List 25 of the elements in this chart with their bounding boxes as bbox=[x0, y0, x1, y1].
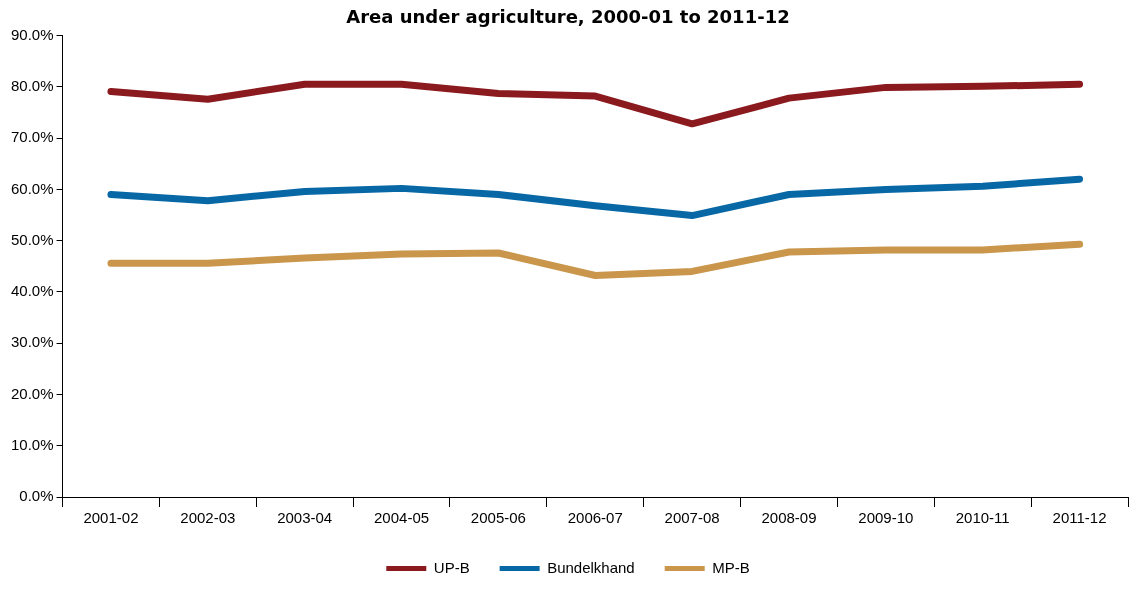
x-tick-label: 2003-04 bbox=[277, 509, 333, 527]
y-tick-label: 20.0% bbox=[10, 384, 54, 402]
legend-label: Bundelkhand bbox=[547, 558, 635, 576]
y-tick-label: 30.0% bbox=[10, 333, 54, 351]
legend-label: MP-B bbox=[712, 558, 750, 576]
y-tick-label: 40.0% bbox=[10, 282, 54, 300]
x-tick-label: 2007-08 bbox=[664, 509, 720, 527]
x-tick-label: 2010-11 bbox=[955, 509, 1010, 527]
x-tick-label: 2006-07 bbox=[567, 509, 623, 527]
x-tick-label: 2001-02 bbox=[83, 509, 139, 527]
y-tick-label: 90.0% bbox=[10, 25, 54, 43]
x-tick-label: 2005-06 bbox=[470, 509, 526, 527]
x-tick-label: 2008-09 bbox=[761, 509, 817, 527]
x-tick-label: 2011-12 bbox=[1052, 509, 1107, 527]
y-tick-label: 70.0% bbox=[10, 128, 54, 146]
x-tick-label: 2002-03 bbox=[180, 509, 236, 527]
chart-title: Area under agriculture, 2000-01 to 2011-12 bbox=[346, 6, 790, 28]
x-tick-label: 2009-10 bbox=[858, 509, 914, 527]
legend-label: UP-B bbox=[433, 558, 470, 576]
y-tick-label: 10.0% bbox=[10, 435, 54, 453]
y-tick-label: 50.0% bbox=[10, 230, 54, 248]
y-tick-label: 60.0% bbox=[10, 179, 54, 197]
y-tick-label: 0.0% bbox=[19, 487, 54, 505]
x-tick-label: 2004-05 bbox=[374, 509, 430, 527]
y-tick-label: 80.0% bbox=[10, 77, 54, 95]
